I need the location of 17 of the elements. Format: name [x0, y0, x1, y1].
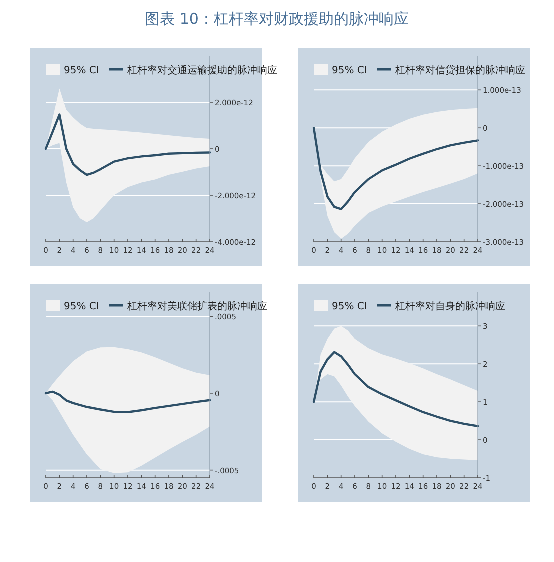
annotation: 95% CI [64, 66, 100, 76]
text: 图表 10：杠杆率对财政援助的脉冲响应 [145, 10, 409, 28]
legend: 95% CI 杠杆率对美联储扩表的脉冲响应 [46, 300, 268, 312]
line-series [44, 390, 212, 414]
legend-label: 杠杆率对交通运输援助的脉冲响应 [126, 64, 278, 76]
legend: 95% CI 杠杆率对信贷担保的脉冲响应 [314, 64, 526, 76]
legend-label: 杠杆率对美联储扩表的脉冲响应 [126, 300, 268, 312]
line-series [44, 114, 212, 176]
legend: 95% CI 杠杆率对交通运输援助的脉冲响应 [46, 64, 278, 76]
line-series [312, 351, 480, 428]
line-series [312, 127, 480, 210]
legend: 95% CI 杠杆率对自身的脉冲响应 [314, 300, 506, 312]
legend-label: 杠杆率对自身的脉冲响应 [394, 300, 506, 312]
annotation: 95% CI [332, 66, 368, 76]
annotation: 95% CI [332, 302, 368, 312]
annotation: 95% CI [64, 302, 100, 312]
legend-label: 杠杆率对信贷担保的脉冲响应 [394, 64, 526, 76]
